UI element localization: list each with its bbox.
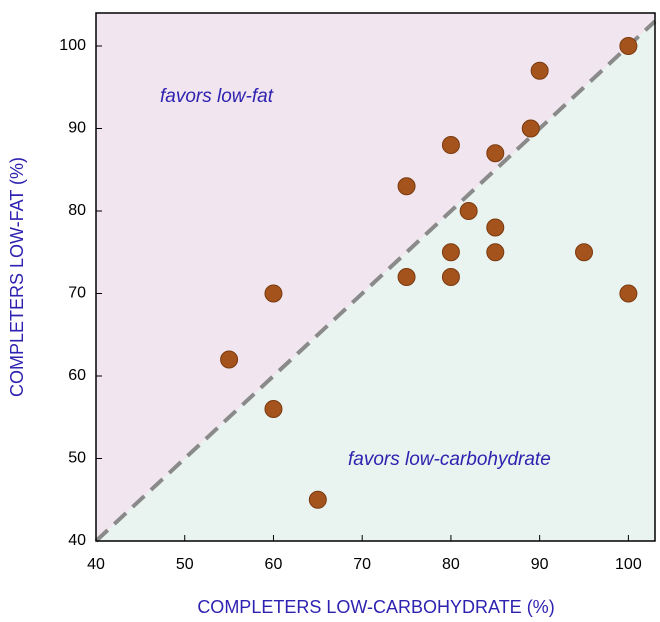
y-tick-label: 70	[68, 285, 86, 302]
y-tick-label: 60	[68, 367, 86, 384]
annotation: favors low-carbohydrate	[348, 449, 551, 470]
point	[441, 243, 460, 262]
point	[397, 268, 416, 286]
x-tick-label: 60	[265, 556, 283, 573]
x-tick-label: 80	[442, 556, 460, 573]
point	[486, 243, 505, 262]
annotation: favors low-fat	[160, 86, 274, 107]
y-tick-label: 90	[68, 120, 86, 137]
point	[619, 37, 638, 55]
y-tick-label: 40	[68, 532, 86, 549]
point	[619, 284, 638, 303]
x-tick-label: 40	[87, 556, 105, 573]
point	[486, 144, 505, 163]
y-tick-label: 100	[59, 37, 86, 54]
point	[308, 490, 327, 509]
y-tick-label: 80	[68, 202, 86, 219]
point	[486, 218, 505, 237]
point	[264, 284, 283, 303]
y-tick-label: 50	[68, 450, 86, 467]
x-axis-label: COMPLETERS LOW-CARBOHYDRATE (%)	[197, 597, 554, 617]
point	[397, 177, 416, 196]
upper-region	[96, 13, 655, 541]
x-tick-label: 90	[531, 556, 549, 573]
x-tick-label: 70	[353, 556, 371, 573]
diagonal-line	[94, 19, 657, 543]
point	[521, 119, 540, 138]
plot-frame	[95, 12, 656, 542]
point	[220, 350, 239, 369]
point	[441, 268, 460, 286]
point	[441, 136, 460, 154]
x-tick-label: 100	[615, 556, 642, 573]
point	[264, 400, 283, 418]
x-tick-label: 50	[176, 556, 194, 573]
y-axis-label: COMPLETERS LOW-FAT (%)	[7, 157, 27, 397]
point	[459, 202, 478, 220]
point	[530, 61, 549, 80]
point	[575, 243, 594, 262]
